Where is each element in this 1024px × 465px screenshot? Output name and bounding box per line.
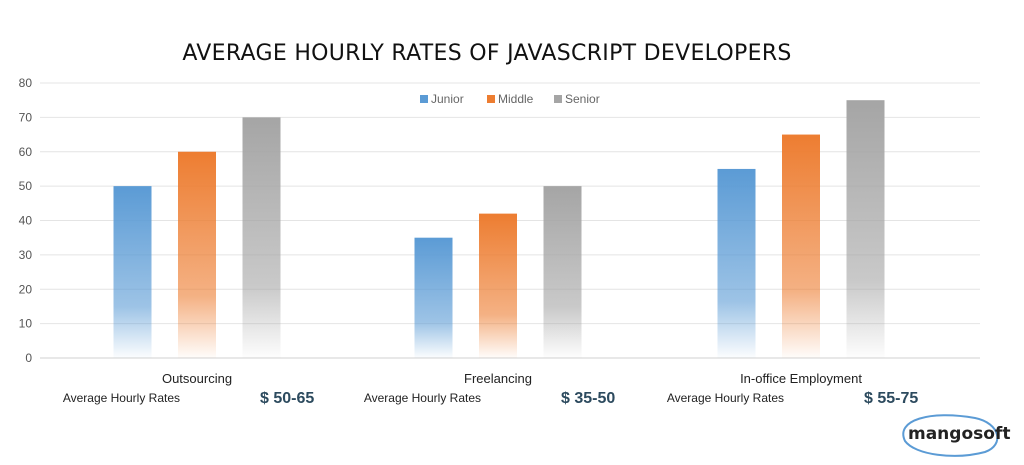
legend-label: Senior	[565, 92, 600, 106]
bar-middle	[782, 134, 820, 358]
bar-junior	[717, 168, 756, 358]
annotation-label: Average Hourly Rates	[63, 391, 180, 405]
category-label: Freelancing	[464, 371, 532, 386]
y-tick-label: 60	[19, 145, 33, 159]
bar-junior	[113, 186, 152, 358]
y-tick-label: 50	[19, 179, 33, 193]
logo-text: mangosoft	[908, 424, 1010, 444]
y-tick-label: 20	[19, 282, 33, 296]
logo: mangosoft	[902, 414, 1010, 457]
legend-swatch	[554, 95, 562, 103]
y-tick-label: 30	[19, 248, 33, 262]
legend-swatch	[420, 95, 428, 103]
legend-label: Junior	[431, 92, 464, 106]
legend-label: Middle	[498, 92, 534, 106]
chart-title: AVERAGE HOURLY RATES OF JAVASCRIPT DEVEL…	[182, 41, 791, 66]
annotation-label: Average Hourly Rates	[667, 391, 784, 405]
legend-swatch	[487, 95, 495, 103]
annotation-label: Average Hourly Rates	[364, 391, 481, 405]
bar-middle	[178, 151, 216, 358]
annotation-rate: $ 55-75	[864, 390, 918, 407]
annotation-rate: $ 50-65	[260, 390, 314, 407]
y-tick-label: 80	[19, 76, 33, 90]
category-label: In-office Employment	[740, 371, 862, 386]
category-label: Outsourcing	[162, 371, 232, 386]
y-tick-label: 10	[19, 317, 33, 331]
bar-junior	[414, 237, 453, 358]
bar-senior	[846, 100, 885, 358]
y-tick-label: 0	[25, 351, 32, 365]
logo-swoosh	[902, 414, 999, 457]
bar-senior	[543, 186, 582, 358]
bar-middle	[479, 213, 517, 358]
y-tick-label: 70	[19, 110, 33, 124]
bar-senior	[242, 117, 281, 358]
annotation-rate: $ 35-50	[561, 390, 615, 407]
y-tick-label: 40	[19, 214, 33, 228]
